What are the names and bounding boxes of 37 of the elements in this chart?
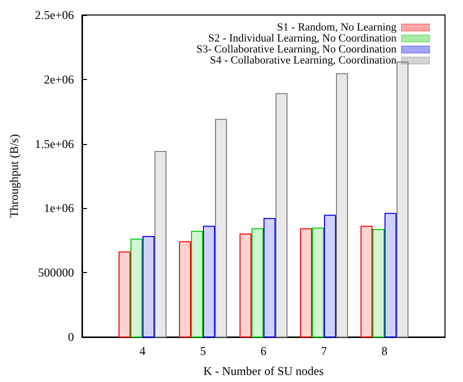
bar [130,238,142,338]
bar [396,62,408,338]
bar [276,93,288,338]
legend-label: S4 - Collaborative Learning, Coordination [210,54,397,66]
y-tick-label: 2.5e+06 [34,8,74,22]
bar [215,118,227,338]
x-tick-label: 6 [260,344,266,358]
legend-label: S1 - Random, No Learning [277,22,397,34]
bar [360,226,372,338]
bar [142,236,154,338]
x-tick-label: 7 [321,344,327,358]
bar [336,73,348,338]
x-tick-label: 8 [382,344,388,358]
y-tick-label: 0 [68,330,74,344]
bar [118,251,130,338]
bar [203,226,215,338]
y-tick-label: 500000 [38,266,74,280]
y-tick-label: 2e+06 [44,72,74,86]
bar [191,230,203,338]
bar [264,218,276,338]
x-axis-title: K - Number of SU nodes [203,364,324,378]
y-tick-label: 1.5e+06 [34,136,74,151]
bar [384,212,396,338]
bar [252,228,264,338]
legend-label: S3- Collaborative Learning, No Coordination [196,44,397,56]
x-tick-label: 5 [200,344,206,358]
bar [324,214,336,338]
bar [154,151,166,338]
y-tick-label: 1e+06 [44,201,74,216]
legend-label: S2 - Individual Learning, No Coordination [208,32,397,44]
bar [312,228,324,338]
x-tick-label: 4 [140,344,146,358]
bar [240,233,252,338]
bar [300,228,312,338]
y-axis-title: Throughput (B/s) [7,134,21,218]
bar [372,228,384,338]
bar [179,241,191,338]
